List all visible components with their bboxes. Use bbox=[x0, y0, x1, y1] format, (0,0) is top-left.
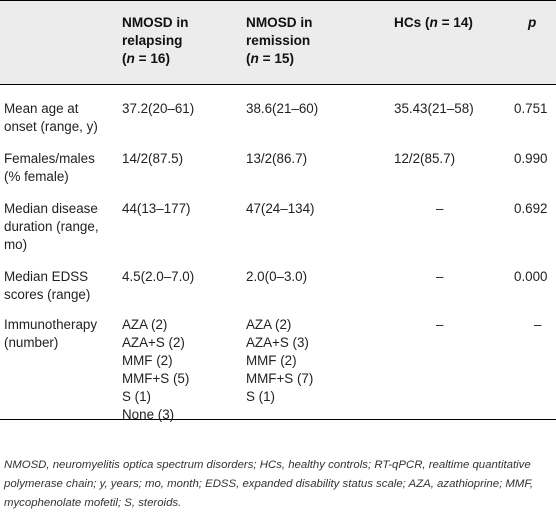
cell-relapsing: 44(13–177) bbox=[122, 201, 191, 216]
header-line: relapsing bbox=[122, 33, 183, 48]
label-line: duration (range, bbox=[4, 219, 99, 234]
column-header-nmosd-remission: NMOSD in remission (n = 15) bbox=[246, 14, 312, 68]
list-item: MMF (2) bbox=[246, 353, 297, 368]
cell-remission: 47(24–134) bbox=[246, 201, 315, 216]
row-label-disease-duration: Median disease duration (range, mo) bbox=[4, 200, 99, 254]
cell-remission: 13/2(86.7) bbox=[246, 151, 308, 166]
row-label-females-males: Females/males (% female) bbox=[4, 150, 95, 186]
cell-p: 0.692 bbox=[514, 201, 548, 216]
cell-relapsing-list: AZA (2) AZA+S (2) MMF (2) MMF+S (5) S (1… bbox=[122, 316, 189, 424]
row-label-edss: Median EDSS scores (range) bbox=[4, 268, 90, 304]
table-footnote: NMOSD, neuromyelitis optica spectrum dis… bbox=[4, 459, 534, 509]
label-line: scores (range) bbox=[4, 287, 91, 302]
label-line: (number) bbox=[4, 335, 59, 350]
header-line: (n = 16) bbox=[122, 51, 170, 66]
label-line: (% female) bbox=[4, 169, 69, 184]
column-header-hcs: HCs (n = 14) bbox=[394, 15, 473, 30]
label-line: Median disease bbox=[4, 201, 98, 216]
header-line: (n = 15) bbox=[246, 51, 294, 66]
cell-relapsing: 14/2(87.5) bbox=[122, 151, 184, 166]
list-item: AZA+S (3) bbox=[246, 335, 309, 350]
cell-hcs: – bbox=[436, 269, 444, 284]
header-line: NMOSD in bbox=[246, 15, 313, 30]
cell-relapsing: 4.5(2.0–7.0) bbox=[122, 269, 195, 284]
list-item: MMF (2) bbox=[122, 353, 173, 368]
list-item: None (3) bbox=[122, 407, 175, 422]
label-line: Females/males bbox=[4, 151, 95, 166]
list-item: MMF+S (5) bbox=[122, 371, 190, 386]
list-item: S (1) bbox=[246, 389, 276, 404]
cell-hcs: 12/2(85.7) bbox=[394, 151, 456, 166]
list-item: S (1) bbox=[122, 389, 152, 404]
label-line: mo) bbox=[4, 237, 28, 252]
header-line: remission bbox=[246, 33, 311, 48]
label-line: Immunotherapy bbox=[4, 317, 98, 332]
cell-p: – bbox=[534, 317, 542, 332]
top-rule bbox=[0, 0, 556, 1]
header-rule bbox=[0, 84, 556, 85]
cell-remission: 2.0(0–3.0) bbox=[246, 269, 308, 284]
cell-p: 0.751 bbox=[514, 101, 548, 116]
header-line: NMOSD in bbox=[122, 15, 189, 30]
cell-hcs: – bbox=[436, 317, 444, 332]
cell-hcs: 35.43(21–58) bbox=[394, 101, 474, 116]
column-header-p: p bbox=[528, 15, 537, 30]
label-line: Median EDSS bbox=[4, 269, 89, 284]
cell-relapsing: 37.2(20–61) bbox=[122, 101, 195, 116]
label-line: Mean age at bbox=[4, 101, 79, 116]
bottom-rule bbox=[0, 419, 556, 420]
header-background bbox=[0, 0, 556, 84]
column-header-nmosd-relapsing: NMOSD in relapsing (n = 16) bbox=[122, 14, 188, 68]
cell-remission: 38.6(21–60) bbox=[246, 101, 319, 116]
list-item: AZA+S (2) bbox=[122, 335, 185, 350]
cell-remission-list: AZA (2) AZA+S (3) MMF (2) MMF+S (7) S (1… bbox=[246, 316, 313, 406]
cell-hcs: – bbox=[436, 201, 444, 216]
cell-p: 0.000 bbox=[514, 269, 548, 284]
cell-p: 0.990 bbox=[514, 151, 548, 166]
row-label-mean-age: Mean age at onset (range, y) bbox=[4, 100, 98, 136]
list-item: AZA (2) bbox=[122, 317, 168, 332]
row-label-immunotherapy: Immunotherapy (number) bbox=[4, 316, 97, 352]
list-item: AZA (2) bbox=[246, 317, 292, 332]
list-item: MMF+S (7) bbox=[246, 371, 314, 386]
label-line: onset (range, y) bbox=[4, 119, 98, 134]
